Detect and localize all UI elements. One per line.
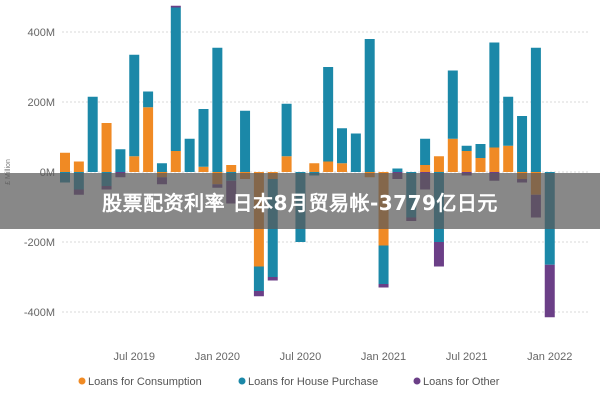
bar-segment	[392, 168, 403, 172]
bar-segment	[281, 103, 292, 157]
bar-segment	[544, 264, 555, 318]
bar-segment	[337, 163, 347, 172]
bar-segment	[323, 67, 334, 162]
bar-segment	[337, 128, 347, 164]
y-tick-label: -200M	[24, 237, 55, 249]
bar-segment	[309, 163, 320, 172]
bar-segment	[226, 165, 237, 172]
legend-swatch	[78, 377, 86, 385]
x-tick-labels: Jul 2019 Jan 2020 Jul 2020 Jan 2021 Jul 2021…	[113, 351, 572, 363]
bar-segment	[323, 161, 334, 172]
bar-segment	[170, 151, 181, 172]
bar-segment	[253, 266, 264, 291]
bar-segment	[433, 156, 444, 172]
bar-segment	[115, 149, 126, 172]
x-tick-label: Jan 2021	[361, 351, 406, 363]
bar-segment	[129, 156, 140, 172]
bar-segment	[461, 151, 472, 172]
bar-segment	[60, 152, 70, 172]
bar-segment	[447, 138, 458, 172]
bar-segment	[240, 110, 251, 172]
x-tick-label: Jul 2021	[446, 351, 488, 363]
x-tick-label: Jul 2020	[280, 351, 322, 363]
y-axis-label: £ Million	[5, 159, 12, 185]
bar-segment	[503, 145, 514, 172]
legend-label: Loans for Consumption	[88, 376, 202, 388]
bar-segment	[267, 277, 278, 281]
bar-segment	[212, 47, 223, 172]
y-tick-label: 200M	[27, 97, 55, 109]
headline-text: 股票配资利率 日本8月贸易帐-3779亿日元	[102, 190, 498, 215]
bar-segment	[489, 147, 500, 172]
bar-segment	[475, 144, 486, 158]
bar-segment	[461, 145, 472, 151]
bar-segment	[420, 138, 431, 165]
bar-segment	[73, 161, 84, 172]
bar-segment	[281, 156, 292, 172]
bar-segment	[378, 245, 389, 284]
bar-segment	[350, 133, 361, 172]
bar-segment	[129, 54, 140, 157]
bar-segment	[530, 47, 541, 172]
bar-segment	[101, 123, 112, 172]
bar-segment	[364, 39, 375, 172]
bar-segment	[170, 7, 181, 151]
bar-segment	[433, 242, 444, 267]
bar-segment	[143, 107, 154, 172]
bar-segment	[503, 96, 514, 146]
bar-segment	[87, 96, 98, 172]
legend: Loans for Consumption Loans for House Pur…	[78, 376, 500, 388]
x-tick-label: Jul 2019	[113, 351, 155, 363]
bar-segment	[475, 158, 486, 172]
legend-label: Loans for House Purchase	[248, 376, 378, 388]
headline-banner	[0, 173, 600, 229]
bar-segment	[489, 42, 500, 148]
bar-segment	[198, 109, 209, 167]
x-tick-label: Jan 2020	[195, 351, 240, 363]
bar-segment	[143, 91, 154, 108]
legend-label: Loans for Other	[423, 376, 500, 388]
bar-segment	[170, 5, 181, 8]
bar-segment	[517, 116, 528, 172]
bar-segment	[420, 165, 431, 172]
x-tick-label: Jan 2022	[527, 351, 572, 363]
bars	[60, 5, 555, 318]
bar-segment	[156, 163, 167, 172]
bar-segment	[184, 138, 195, 172]
legend-swatch	[413, 377, 421, 385]
y-tick-label: 400M	[27, 27, 55, 39]
y-tick-label: -400M	[24, 307, 55, 319]
bar-segment	[378, 284, 389, 288]
bar-segment	[447, 70, 458, 139]
bar-segment	[198, 166, 209, 172]
legend-swatch	[238, 377, 246, 385]
bar-segment	[253, 291, 264, 297]
